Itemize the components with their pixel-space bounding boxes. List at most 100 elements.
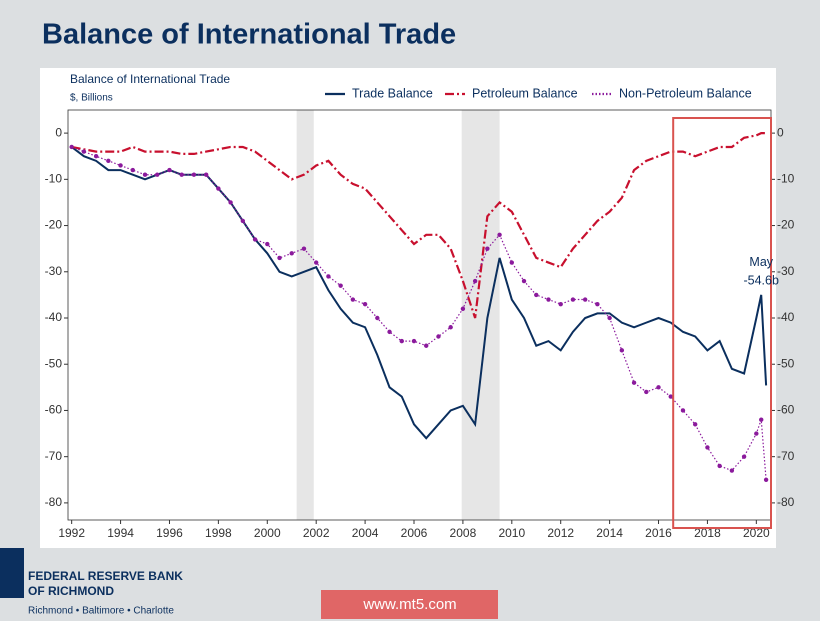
x-tick-label: 2012 [547,526,574,540]
annotation: May [749,255,773,269]
legend-label: Non-Petroleum Balance [619,86,752,100]
series-marker [582,297,588,302]
logo-mark [0,548,24,598]
series-marker [106,158,111,164]
series-marker [69,144,74,150]
recession-band [296,110,314,520]
series-marker [509,260,515,265]
series-marker [203,172,209,177]
series-marker [570,297,576,302]
y2-tick-label: -40 [777,310,795,324]
x-tick-label: 2018 [694,526,721,540]
series-marker [362,301,368,307]
series-marker [350,297,356,302]
y-tick-label: 0 [55,125,62,139]
series-marker [326,274,331,279]
recession-band [461,110,500,520]
series-marker [375,315,380,321]
series-marker [668,394,673,399]
y-tick-label: -30 [45,264,63,278]
series-marker [558,301,563,307]
series-marker [313,260,319,265]
series-marker [644,389,649,395]
y-tick-label: -70 [45,449,63,463]
series-marker [759,417,764,422]
logo: FEDERAL RESERVE BANK OF RICHMOND Richmon… [0,548,183,617]
series-marker [705,445,710,450]
chart-title: Balance of International Trade [70,72,230,86]
series-marker [497,232,502,238]
bank-cities: Richmond • Baltimore • Charlotte [28,606,174,617]
series-marker [191,172,197,177]
chart-subtitle: $, Billions [70,93,113,104]
series-marker [436,334,441,339]
series-marker [240,218,246,224]
y-tick-label: -80 [45,495,63,509]
series-marker [448,325,453,330]
legend-label: Petroleum Balance [472,86,578,100]
series-marker [424,343,429,348]
highlight-box [672,117,772,529]
series-line [71,132,767,319]
slide-title: Balance of International Trade [42,19,456,51]
legend-label: Trade Balance [352,86,433,100]
series-marker [717,463,722,469]
series-marker [265,241,270,247]
series-marker [692,422,698,427]
series-marker [534,292,539,298]
y-tick-label: -60 [45,403,63,417]
series-marker [179,172,184,177]
series-marker [680,408,686,413]
y2-tick-label: -10 [777,172,795,186]
x-tick-label: 2020 [743,526,770,540]
x-tick-label: 2010 [498,526,525,540]
x-tick-label: 2002 [303,526,330,540]
series-marker [118,163,123,168]
series-marker [607,315,612,321]
series-marker [619,348,625,353]
y-tick-label: -20 [45,218,63,232]
x-tick-label: 2004 [352,526,379,540]
series-marker [277,255,282,261]
series-marker [460,306,466,311]
series-marker [301,246,307,251]
series-marker [155,172,160,177]
series-marker [387,329,392,335]
y2-tick-label: 0 [777,125,784,139]
series-marker [741,454,747,459]
y2-tick-label: -50 [777,356,795,370]
y2-tick-label: -30 [777,264,795,278]
chart-panel [40,68,776,548]
series-marker [729,468,735,473]
series-marker [546,297,551,302]
series-line [71,146,768,440]
series-marker [93,154,99,159]
series-marker [763,477,769,482]
series-marker [81,149,87,154]
y2-tick-label: -80 [777,495,795,509]
y2-tick-label: -60 [777,403,795,417]
x-tick-label: 1994 [107,526,134,540]
y2-tick-label: -70 [777,449,795,463]
series-marker [130,167,135,173]
series-marker [338,283,343,288]
series-marker [485,246,490,251]
y-tick-label: -50 [45,356,63,370]
series-marker [228,200,233,205]
annotation: -54.6b [743,273,778,287]
x-tick-label: 1992 [58,526,85,540]
bank-name: FEDERAL RESERVE BANK [28,569,183,583]
x-tick-label: 2014 [596,526,623,540]
series-marker [399,338,404,344]
y-tick-label: -10 [45,172,63,186]
watermark: www.mt5.com [362,596,456,613]
series-marker [656,385,661,390]
series-marker [411,338,417,344]
plot: 0 -10 -20 -30 -40 -50 -60 -70 -80 0 -10 -20 -30 -40 -5… [45,86,795,540]
x-tick-label: 2016 [645,526,672,540]
x-tick-label: 2000 [254,526,281,540]
series-marker [167,167,172,173]
series-marker [754,431,759,436]
